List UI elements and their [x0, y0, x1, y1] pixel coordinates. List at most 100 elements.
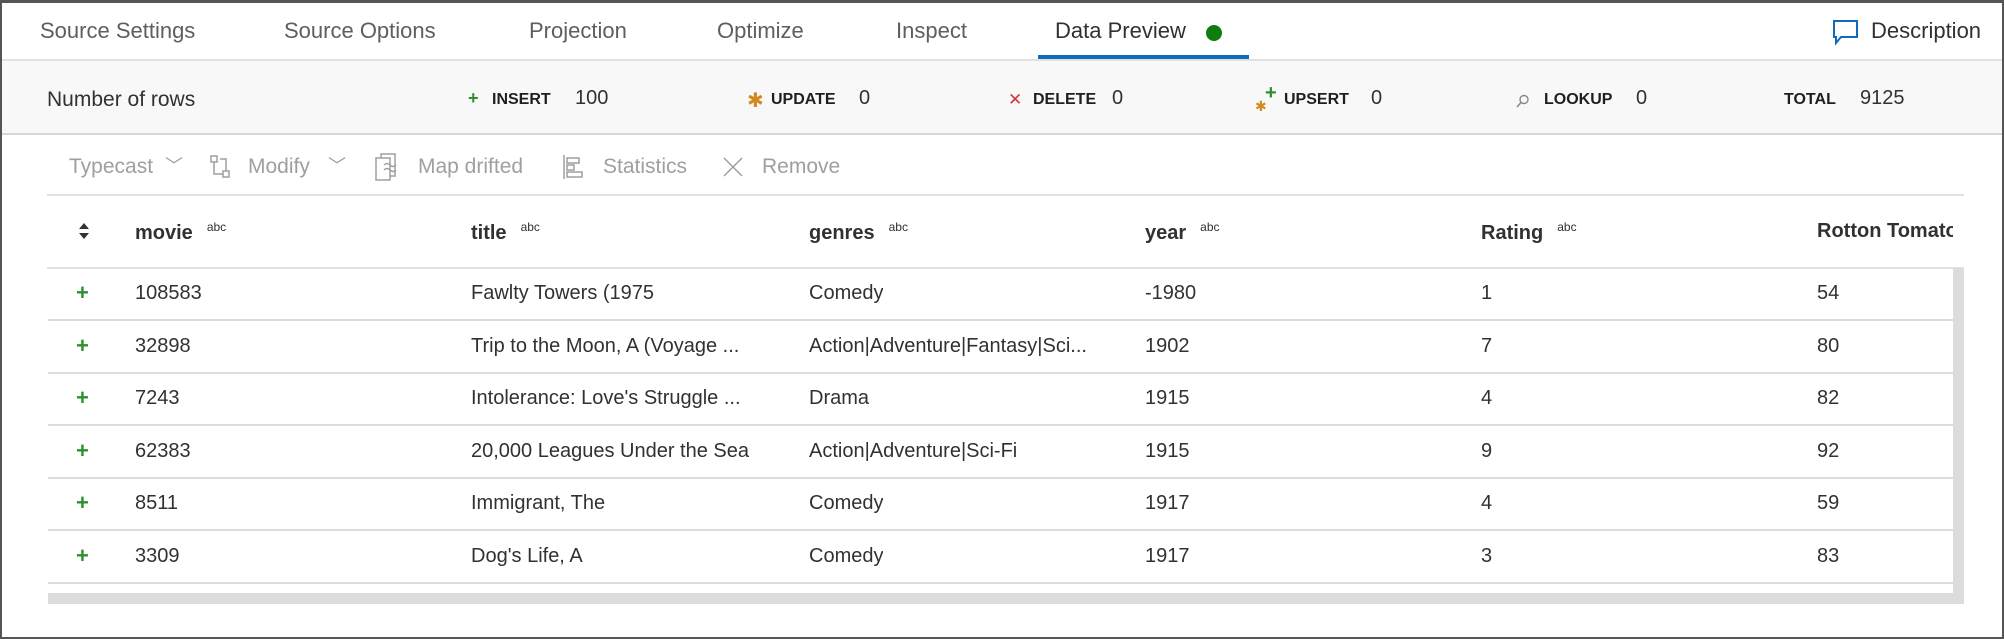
lookup-value: 0 — [1636, 87, 1648, 109]
modify-dropdown[interactable]: Modify ﹀ — [210, 152, 355, 182]
table-cell: 83 — [1817, 544, 1840, 567]
table-cell: 1915 — [1145, 439, 1190, 462]
table-cell: 7 — [1481, 334, 1493, 357]
upsert-value: 0 — [1371, 87, 1383, 109]
typecast-dropdown[interactable]: Typecast ﹀ — [69, 152, 199, 182]
column-header[interactable]: Rating abc — [1481, 220, 1577, 245]
insert-row-icon: + — [76, 437, 89, 463]
remove-label: Remove — [762, 155, 841, 178]
table-cell: Action|Adventure|Fantasy|Sci... — [809, 334, 1087, 357]
insert-row-icon: + — [76, 542, 89, 568]
comment-icon — [1833, 20, 1858, 46]
modify-icon — [210, 155, 230, 178]
table-cell: 1 — [1481, 282, 1493, 304]
delete-value: 0 — [1112, 87, 1124, 109]
total-value: 9125 — [1860, 87, 1905, 109]
status-dot-icon — [1206, 25, 1222, 41]
map-drifted-button[interactable]: Map drifted — [374, 150, 544, 184]
asterisk-icon: ✱ — [747, 90, 764, 112]
row-divider — [48, 476, 1953, 479]
type-badge: abc — [1200, 220, 1220, 234]
statistics-label: Statistics — [603, 155, 688, 178]
type-badge: abc — [1557, 220, 1577, 234]
total-label: TOTAL — [1784, 91, 1836, 108]
insert-row-icon: + — [76, 280, 89, 305]
column-header-label: year — [1145, 222, 1187, 244]
table-cell: 1917 — [1145, 492, 1190, 514]
insert-row-icon: + — [76, 490, 89, 515]
table-cell: 4 — [1481, 492, 1493, 514]
tab-inspect[interactable]: Inspect — [896, 18, 967, 43]
table-cell: 9 — [1481, 439, 1493, 462]
tab-data-preview[interactable]: Data Preview — [1055, 18, 1186, 43]
tab-source-options[interactable]: Source Options — [284, 18, 436, 43]
vertical-scrollbar[interactable] — [1953, 268, 1964, 604]
table-cell: Fawlty Towers (1975 — [471, 282, 655, 304]
summary-title: Number of rows — [47, 88, 196, 111]
table-cell: 108583 — [135, 282, 202, 304]
chevron-down-icon: ﹀ — [165, 156, 183, 176]
table-cell: 7243 — [135, 387, 180, 409]
table-cell: Dog's Life, A — [471, 544, 583, 567]
table-cell: 3309 — [135, 544, 180, 567]
active-tab-indicator — [1038, 55, 1249, 59]
table-cell: Comedy — [809, 282, 884, 304]
column-header[interactable]: title abc — [471, 220, 540, 245]
x-icon: ✕ — [1008, 90, 1023, 109]
chevron-down-icon: ﹀ — [328, 156, 346, 176]
typecast-label: Typecast — [69, 155, 154, 178]
delete-label: DELETE — [1033, 91, 1097, 108]
statistics-button[interactable]: Statistics — [562, 152, 702, 182]
table-cell: 8511 — [135, 492, 179, 514]
row-count-summary — [2, 59, 2002, 135]
table-cell: Intolerance: Love's Struggle ... — [471, 387, 741, 409]
insert-value: 100 — [575, 87, 609, 109]
row-divider — [48, 319, 1953, 321]
map-drifted-label: Map drifted — [418, 155, 524, 178]
sort-icon[interactable] — [78, 222, 90, 240]
column-header[interactable]: genres abc — [809, 220, 908, 245]
remove-button[interactable]: Remove — [722, 152, 852, 182]
update-value: 0 — [859, 87, 871, 109]
table-cell: 54 — [1817, 282, 1840, 304]
column-header-label: genres — [809, 222, 875, 244]
tab-optimize[interactable]: Optimize — [717, 18, 804, 43]
divider — [47, 194, 1964, 196]
table-cell: 82 — [1817, 387, 1840, 409]
column-header[interactable]: Rotton Tomato — [1817, 220, 1953, 243]
insert-label: INSERT — [492, 91, 551, 108]
table-cell: 62383 — [135, 439, 191, 462]
modify-label: Modify — [248, 155, 310, 178]
table-cell: 1917 — [1145, 544, 1190, 567]
column-header[interactable]: movie abc — [135, 220, 226, 245]
close-icon — [723, 157, 743, 177]
upsert-label: UPSERT — [1284, 91, 1349, 108]
row-divider — [48, 371, 1953, 374]
insert-row-icon: + — [76, 385, 89, 410]
horizontal-scrollbar[interactable] — [48, 593, 1953, 604]
update-label: UPDATE — [771, 91, 836, 108]
column-header-label: movie — [135, 222, 193, 244]
plus-icon: + — [468, 88, 479, 108]
column-header[interactable]: year abc — [1145, 220, 1220, 245]
table-cell: 80 — [1817, 334, 1840, 357]
table-cell: 4 — [1481, 387, 1493, 409]
table-cell: Comedy — [809, 544, 884, 567]
tab-source-settings[interactable]: Source Settings — [40, 18, 196, 43]
plus-asterisk-icon: + ✱ — [1255, 82, 1277, 114]
search-icon — [1516, 94, 1529, 108]
row-divider — [48, 581, 1953, 584]
header-divider — [47, 267, 1964, 269]
table-cell: -1980 — [1145, 282, 1197, 304]
description-label: Description — [1871, 18, 1982, 43]
statistics-icon — [563, 155, 583, 179]
row-divider — [48, 529, 1953, 531]
map-drifted-icon — [375, 153, 397, 181]
tab-projection[interactable]: Projection — [529, 18, 627, 43]
table-cell: Drama — [809, 387, 870, 409]
table-cell: 20,000 Leagues Under the Sea — [471, 439, 749, 462]
insert-row-icon: + — [76, 332, 89, 358]
type-badge: abc — [520, 220, 540, 234]
table-cell: Trip to the Moon, A (Voyage ... — [471, 334, 740, 357]
